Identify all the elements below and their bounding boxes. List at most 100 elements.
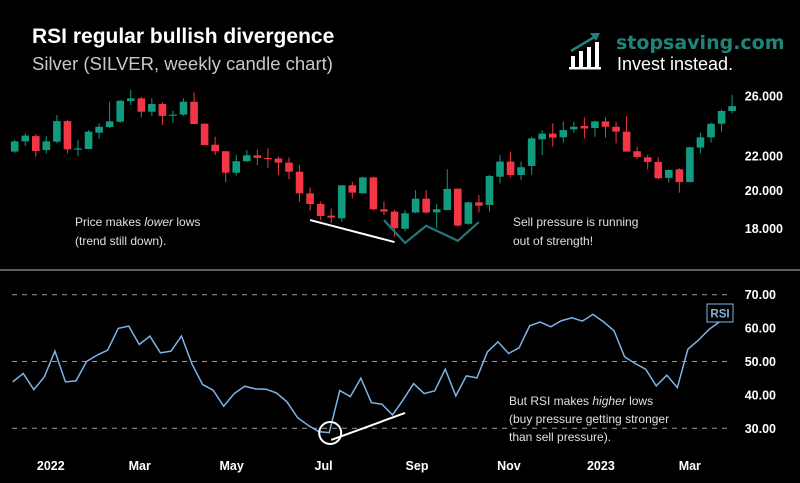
candle-bullish <box>485 174 494 212</box>
candle-body <box>591 121 599 128</box>
candle-body <box>253 155 262 158</box>
candle-bullish <box>148 98 156 116</box>
candle-body <box>696 137 705 148</box>
rsi-legend-label: RSI <box>706 303 734 323</box>
candle-bearish <box>675 168 684 193</box>
candle-body <box>327 215 335 218</box>
candle-body <box>496 161 504 177</box>
candle-body <box>126 98 135 102</box>
candle-body <box>63 121 72 150</box>
candle-body <box>707 123 715 138</box>
candle-bearish <box>422 190 430 214</box>
candle-bullish <box>538 130 546 155</box>
candle-body <box>116 100 124 122</box>
bar-chart-arrow-icon <box>569 33 601 70</box>
price-note-line1: Price makes lower lows <box>75 215 200 229</box>
candle-bearish <box>274 156 283 175</box>
candle-body <box>221 151 230 173</box>
candle-bullish <box>53 115 61 144</box>
rsi-tick-label: 30.00 <box>745 422 776 436</box>
candle-body <box>84 131 93 150</box>
candle-bullish <box>359 176 367 194</box>
candle-body <box>527 138 536 166</box>
candle-body <box>675 169 684 183</box>
candle-bullish <box>95 123 103 139</box>
annotations <box>309 219 480 445</box>
candle-body <box>148 103 156 112</box>
candle-bullish <box>496 154 504 184</box>
candle-body <box>665 169 673 178</box>
candle-body <box>337 185 346 219</box>
rsi-label-box <box>706 303 734 323</box>
candle-bearish <box>454 188 462 227</box>
candle-body <box>306 193 314 205</box>
candle-body <box>633 151 641 157</box>
price-tick-label: 20.000 <box>745 184 783 198</box>
candle-body <box>105 121 114 128</box>
candle-body <box>559 130 568 138</box>
candle-bearish <box>580 117 589 139</box>
candle-body <box>10 141 19 152</box>
rsi-tick-label: 70.00 <box>745 288 776 302</box>
x-tick-label: Sep <box>406 459 429 473</box>
price-lower-lows-line <box>309 219 395 244</box>
rsi-axis: 70.00 60.00 50.00 40.00 30.00 <box>745 288 776 436</box>
x-tick-label: Jul <box>315 459 333 473</box>
candle-body <box>74 148 82 150</box>
brand-name: stopsaving.com <box>616 32 785 54</box>
sell-note-line2: out of strength! <box>513 234 593 248</box>
candle-bullish <box>126 89 135 105</box>
candle-body <box>475 202 483 206</box>
candle-body <box>506 161 515 175</box>
rsi-note-line2: (buy pressure getting stronger <box>509 412 669 426</box>
candle-body <box>285 162 293 172</box>
candle-body <box>348 185 357 193</box>
candle-body <box>654 161 663 179</box>
candle-bullish <box>559 121 568 143</box>
candle-bullish <box>728 95 736 114</box>
candle-bullish <box>243 149 251 162</box>
candle-body <box>211 144 219 152</box>
candle-bearish <box>380 201 388 216</box>
candle-bearish <box>506 151 515 178</box>
candle-body <box>380 209 388 212</box>
candle-bearish <box>211 136 219 155</box>
candle-body <box>580 126 589 129</box>
candle-bullish <box>517 161 525 180</box>
candle-bullish <box>665 169 673 183</box>
logo: stopsaving.com Invest instead. <box>569 32 785 74</box>
x-tick-label: Mar <box>679 459 701 473</box>
candle-bullish <box>432 204 441 229</box>
candle-body <box>137 98 146 112</box>
x-tick-label: Nov <box>497 459 521 473</box>
price-axis: 26.000 22.000 20.000 18.000 <box>745 90 783 236</box>
candle-bullish <box>10 139 19 153</box>
candle-bearish <box>306 187 314 211</box>
candle-body <box>95 126 103 133</box>
candle-body <box>538 133 546 140</box>
candle-bullish <box>527 136 536 175</box>
rsi-tick-label: 60.00 <box>745 322 776 336</box>
candle-bullish <box>337 185 346 222</box>
candle-bearish <box>548 123 557 147</box>
candle-bearish <box>190 92 198 125</box>
candle-bullish <box>570 121 578 133</box>
candle-bearish <box>137 96 146 118</box>
candle-body <box>643 157 652 162</box>
candle-body <box>443 189 452 211</box>
candle-body <box>21 135 30 142</box>
candle-bullish <box>443 169 452 211</box>
candle-bullish <box>169 110 177 123</box>
candle-bearish <box>253 149 262 166</box>
candle-bearish <box>221 150 230 183</box>
candle-bullish <box>411 190 420 214</box>
candle-body <box>464 202 473 224</box>
candle-body <box>359 177 367 194</box>
price-zigzag-line <box>383 219 480 245</box>
sell-note-line1: Sell pressure is running <box>513 215 638 229</box>
price-tick-label: 22.000 <box>745 150 783 164</box>
x-tick-label: 2022 <box>37 459 65 473</box>
candle-bearish <box>327 208 335 224</box>
candle-bearish <box>295 165 304 202</box>
candle-bullish <box>464 201 473 225</box>
